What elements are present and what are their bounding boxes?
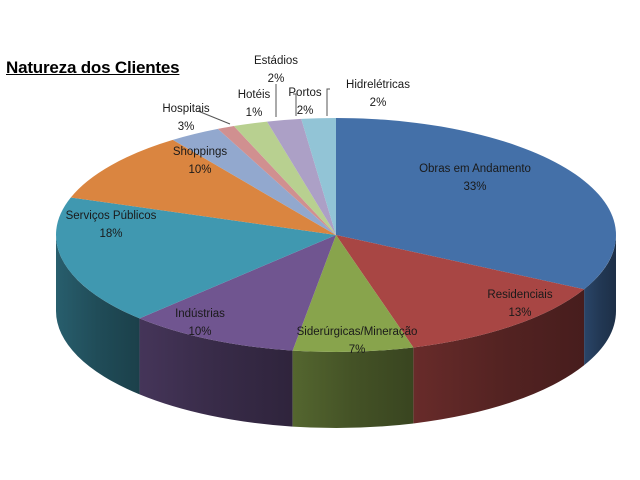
pie-slice-ind-strias[interactable]	[139, 235, 336, 351]
data-label-percent: 13%	[508, 307, 532, 319]
data-label-hot-is: Hotéis 1%	[238, 86, 271, 122]
data-label-category: Portos	[288, 87, 322, 99]
pie-slice-sider-rgicas-minera-o[interactable]	[292, 235, 414, 353]
pie-slice-servi-os-p-blicos[interactable]	[55, 197, 336, 319]
data-label-portos: Portos 2%	[288, 84, 321, 120]
data-label-category: Hidrelétricas	[346, 79, 410, 91]
pie-slice-shoppings[interactable]	[70, 139, 336, 235]
pie-slice-hospitais[interactable]	[172, 128, 336, 235]
pie-side-obras-em-andamento	[584, 235, 616, 366]
data-label-servi-os-p-blicos: Serviços Públicos 18%	[66, 207, 157, 243]
pie-slice-hot-is[interactable]	[217, 126, 336, 235]
data-label-percent: 1%	[245, 107, 263, 119]
pie-slice-est-dios[interactable]	[233, 121, 336, 235]
data-label-residenciais: Residenciais 13%	[487, 286, 552, 322]
data-label-category: Estádios	[253, 55, 299, 67]
data-label-percent: 2%	[296, 105, 314, 117]
pie-side-servi-os-p-blicos	[56, 235, 140, 395]
data-label-percent: 7%	[348, 344, 366, 356]
pie-side-sider-rgicas-minera-o	[292, 347, 414, 429]
pie-sides	[56, 235, 616, 429]
data-label-percent: 3%	[177, 121, 195, 133]
data-label-ind-strias: Indústrias 10%	[175, 305, 225, 341]
data-label-shoppings: Shoppings 10%	[173, 143, 227, 179]
pie-slice-portos[interactable]	[267, 118, 336, 235]
data-label-hidrel-tricas: Hidrelétricas 2%	[346, 76, 410, 112]
leader-line	[326, 88, 330, 116]
pie-slice-residenciais[interactable]	[336, 235, 585, 348]
data-label-est-dios: Estádios 2%	[254, 52, 298, 88]
label-leader-lines	[197, 84, 330, 125]
data-label-category: Hotéis	[237, 89, 271, 101]
data-label-percent: 2%	[369, 97, 387, 109]
data-label-hospitais: Hospitais 3%	[162, 100, 209, 136]
chart-title: Natureza dos Clientes	[6, 58, 180, 77]
data-label-percent: 10%	[188, 164, 212, 176]
pie-side-ind-strias	[139, 318, 293, 427]
pie-slice-obras-em-andamento[interactable]	[336, 118, 616, 290]
data-label-sider-rgicas-minera-o: Siderúrgicas/Mineração 7%	[297, 323, 418, 359]
data-label-percent: 33%	[463, 181, 487, 193]
data-label-obras-em-andamento: Obras em Andamento 33%	[419, 160, 531, 196]
data-label-category: Shoppings	[172, 146, 228, 158]
leader-line	[197, 110, 231, 125]
pie-side-residenciais	[413, 289, 585, 424]
data-label-category: Indústrias	[175, 308, 225, 320]
data-label-category: Siderúrgicas/Mineração	[296, 326, 418, 338]
data-label-category: Hospitais	[162, 103, 210, 115]
data-label-category: Residenciais	[487, 289, 553, 301]
data-label-percent: 10%	[188, 326, 212, 338]
data-label-category: Serviços Públicos	[65, 210, 157, 222]
data-label-percent: 18%	[99, 228, 123, 240]
data-label-category: Obras em Andamento	[419, 163, 531, 175]
pie-slice-hidrel-tricas[interactable]	[301, 118, 336, 235]
leader-line	[293, 93, 297, 116]
pie-top-faces	[55, 118, 616, 353]
data-label-percent: 2%	[267, 73, 285, 85]
